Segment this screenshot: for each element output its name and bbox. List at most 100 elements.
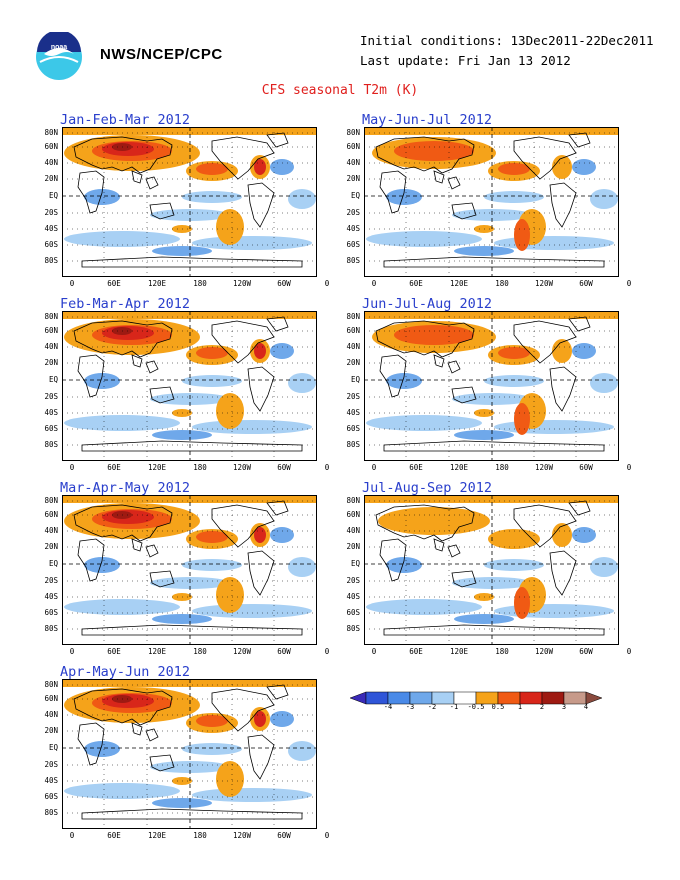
lat-label: 20N xyxy=(346,174,360,183)
lon-label: 180 xyxy=(495,279,509,288)
lon-label: 120W xyxy=(232,831,252,840)
color-legend: -4 -3 -2 -1 -0.5 0.5 1 2 3 4 xyxy=(349,690,630,711)
legend-tick-label: 2 xyxy=(539,703,545,711)
lon-label: 120W xyxy=(534,279,554,288)
lon-label: 0 xyxy=(69,279,75,288)
lat-label: 60S xyxy=(346,240,360,249)
lat-label: 20N xyxy=(346,542,360,551)
lon-label: 60E xyxy=(107,831,121,840)
map-panel: Jan-Feb-Mar 2012 80N 60N 40N 20N EQ 20S 40S 60S 8… xyxy=(44,112,360,294)
lat-label: 20N xyxy=(44,174,58,183)
lon-label: 60W xyxy=(579,647,593,656)
anomaly-map xyxy=(62,127,317,277)
lon-label: 60E xyxy=(409,647,423,656)
lat-label: 60N xyxy=(44,510,58,519)
anomaly-map xyxy=(364,311,619,461)
lat-label: 80S xyxy=(44,624,58,633)
lat-label: 40N xyxy=(346,526,360,535)
lat-label: 60N xyxy=(44,694,58,703)
lat-label: 80S xyxy=(346,440,360,449)
lon-label: 60W xyxy=(579,463,593,472)
lon-label: 60W xyxy=(277,279,291,288)
lat-label: 80S xyxy=(44,256,58,265)
lat-label: 20N xyxy=(44,726,58,735)
lat-label: 20S xyxy=(44,576,58,585)
map-panel: May-Jun-Jul 2012 80N 60N 40N 20N EQ 20S 40S 60S 8… xyxy=(346,112,662,294)
lon-label: 180 xyxy=(193,831,207,840)
lon-label: 0 xyxy=(626,463,632,472)
legend-tick-label: -2 xyxy=(427,703,437,711)
svg-text:noaa: noaa xyxy=(51,44,67,51)
lat-label: 60S xyxy=(44,608,58,617)
lat-label: EQ xyxy=(48,191,58,200)
map-panel: Jul-Aug-Sep 2012 80N 60N 40N 20N EQ 20S 40S 60S 8… xyxy=(346,480,662,662)
lon-label: 120E xyxy=(449,647,469,656)
lon-label: 60W xyxy=(277,647,291,656)
lat-label: 60N xyxy=(44,326,58,335)
lat-label: 40S xyxy=(44,776,58,785)
lon-label: 0 xyxy=(626,647,632,656)
lat-label: 40S xyxy=(44,592,58,601)
lon-label: 0 xyxy=(371,279,377,288)
initial-conditions-value: 13Dec2011-22Dec2011 xyxy=(510,33,654,48)
lat-label: 60N xyxy=(346,142,360,151)
lat-label: 20N xyxy=(346,358,360,367)
lon-label: 0 xyxy=(69,647,75,656)
lat-label: EQ xyxy=(350,559,360,568)
lat-label: 60N xyxy=(44,142,58,151)
lat-label: 40S xyxy=(346,408,360,417)
lon-label: 0 xyxy=(371,463,377,472)
map-panel: Apr-May-Jun 2012 80N 60N 40N 20N EQ 20S 40S 60S 8… xyxy=(44,664,360,846)
lon-label: 60W xyxy=(579,279,593,288)
lat-label: EQ xyxy=(350,191,360,200)
anomaly-map xyxy=(364,127,619,277)
legend-swatch xyxy=(519,691,543,705)
anomaly-map xyxy=(62,311,317,461)
lat-label: EQ xyxy=(350,375,360,384)
lat-label: 40N xyxy=(346,342,360,351)
lon-label: 60E xyxy=(107,463,121,472)
agency-label: NWS/NCEP/CPC xyxy=(100,46,223,63)
lon-label: 120E xyxy=(147,463,167,472)
panel-title: Feb-Mar-Apr 2012 xyxy=(60,296,191,312)
lat-label: 20S xyxy=(346,576,360,585)
legend-tick-label: 3 xyxy=(561,703,567,711)
lon-label: 0 xyxy=(69,831,75,840)
lat-label: 40S xyxy=(346,224,360,233)
lon-label: 180 xyxy=(495,463,509,472)
lat-label: 60S xyxy=(44,240,58,249)
lat-label: 60S xyxy=(346,424,360,433)
lat-label: EQ xyxy=(48,743,58,752)
main-title: CFS seasonal T2m (K) xyxy=(261,83,419,98)
lat-label: 20S xyxy=(44,208,58,217)
lon-label: 120W xyxy=(534,463,554,472)
lon-label: 60W xyxy=(277,463,291,472)
legend-tick-label: -4 xyxy=(383,703,393,711)
lat-label: 20N xyxy=(44,358,58,367)
lon-label: 120E xyxy=(147,831,167,840)
lat-label: 40S xyxy=(44,408,58,417)
lon-label: 120E xyxy=(147,279,167,288)
legend-arrow-right xyxy=(585,691,603,705)
lat-label: 80N xyxy=(44,680,58,689)
lat-label: 20S xyxy=(346,392,360,401)
lat-label: 80S xyxy=(44,808,58,817)
lon-label: 0 xyxy=(69,463,75,472)
lat-label: 80N xyxy=(44,128,58,137)
lon-label: 0 xyxy=(626,279,632,288)
panel-title: Jul-Aug-Sep 2012 xyxy=(362,480,493,496)
lat-label: 20S xyxy=(44,760,58,769)
lon-label: 0 xyxy=(324,279,330,288)
lat-label: 60N xyxy=(346,326,360,335)
lon-label: 120E xyxy=(147,647,167,656)
legend-swatch xyxy=(541,691,565,705)
initial-conditions-label: Initial conditions: xyxy=(360,33,503,48)
last-update: Last update: Fri Jan 13 2012 xyxy=(360,53,571,68)
legend-swatch xyxy=(563,691,587,705)
panel-title: Apr-May-Jun 2012 xyxy=(60,664,191,680)
last-update-label: Last update: xyxy=(360,53,451,68)
lat-label: EQ xyxy=(48,559,58,568)
lon-label: 180 xyxy=(495,647,509,656)
legend-arrow-left xyxy=(349,691,367,705)
anomaly-map xyxy=(62,495,317,645)
